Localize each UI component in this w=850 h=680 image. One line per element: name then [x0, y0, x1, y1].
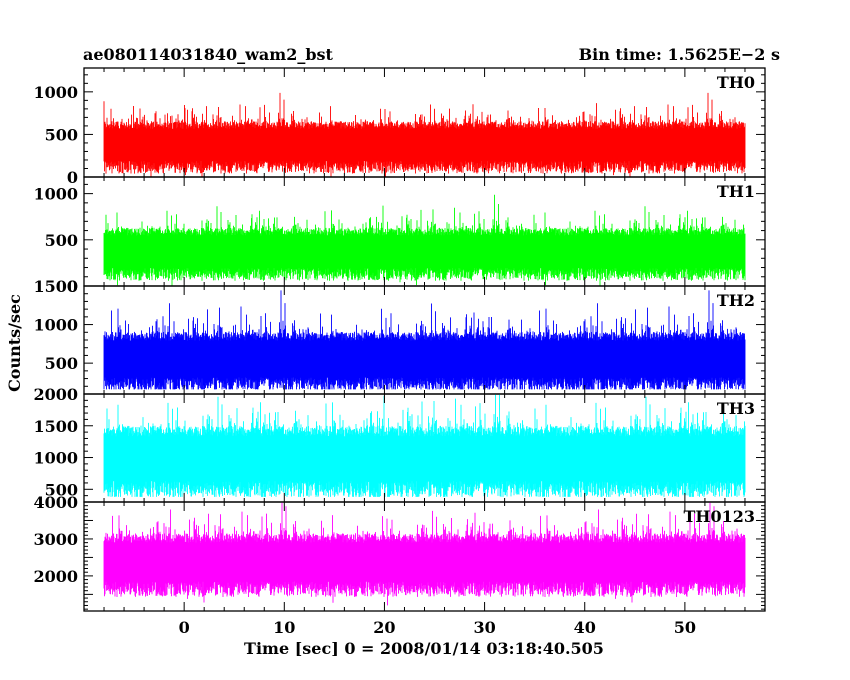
series-th3 — [103, 394, 746, 497]
series-th1 — [103, 194, 746, 286]
panel-label: TH3 — [717, 399, 755, 418]
panel-label: TH2 — [717, 291, 755, 310]
series-th2 — [103, 290, 746, 390]
bin-time-label: Bin time: 1.5625E−2 s — [579, 45, 780, 64]
y-tick-label: 1000 — [33, 449, 78, 468]
chart-title: ae080114031840_wam2_bst — [83, 45, 334, 64]
panel-th0: 0 500 1000 TH0 — [33, 67, 766, 187]
y-tick-label: 500 — [45, 125, 78, 144]
x-axis-label: Time [sec] 0 = 2008/01/14 03:18:40.505 — [244, 639, 604, 658]
x-tick-label: 30 — [473, 618, 495, 637]
y-tick-label: 0 — [67, 168, 78, 187]
y-tick-label: 500 — [45, 480, 78, 499]
x-tick-labels: 0 10 20 30 40 50 — [179, 618, 696, 637]
panel-label: TH1 — [717, 182, 755, 201]
x-tick-label: 0 — [179, 618, 190, 637]
y-tick-label: 2000 — [33, 385, 78, 404]
x-tick-label: 10 — [273, 618, 295, 637]
x-tick-label: 20 — [373, 618, 395, 637]
y-tick-label: 1500 — [33, 277, 78, 296]
panel-th0123: 2000 3000 4000 TH0123 — [33, 493, 766, 612]
y-tick-label: 1000 — [33, 185, 78, 204]
y-tick-label: 2000 — [33, 567, 78, 586]
y-tick-label: 0 — [67, 277, 78, 296]
x-tick-label: 40 — [574, 618, 596, 637]
y-tick-label: 1000 — [33, 83, 78, 102]
series-th0123 — [103, 502, 746, 606]
panel-label: TH0123 — [683, 507, 755, 526]
panels: 0 500 1000 TH0 0 500 1000 TH1 500 1000 1500 TH2 500 1… — [33, 67, 766, 612]
panel-th3: 500 1000 1500 2000 TH3 — [33, 385, 766, 503]
x-tick-label: 50 — [674, 618, 696, 637]
y-tick-label: 4000 — [33, 493, 78, 512]
panel-th2: 500 1000 1500 TH2 — [33, 277, 766, 395]
y-tick-label: 500 — [45, 354, 78, 373]
series-th0 — [103, 92, 746, 177]
y-axis-label: Counts/sec — [5, 294, 24, 392]
y-tick-label: 3000 — [33, 530, 78, 549]
panel-th1: 0 500 1000 TH1 — [33, 176, 766, 296]
y-tick-label: 1500 — [33, 417, 78, 436]
y-tick-label: 1000 — [33, 316, 78, 335]
panel-label: TH0 — [717, 73, 755, 92]
y-tick-label: 500 — [45, 231, 78, 250]
